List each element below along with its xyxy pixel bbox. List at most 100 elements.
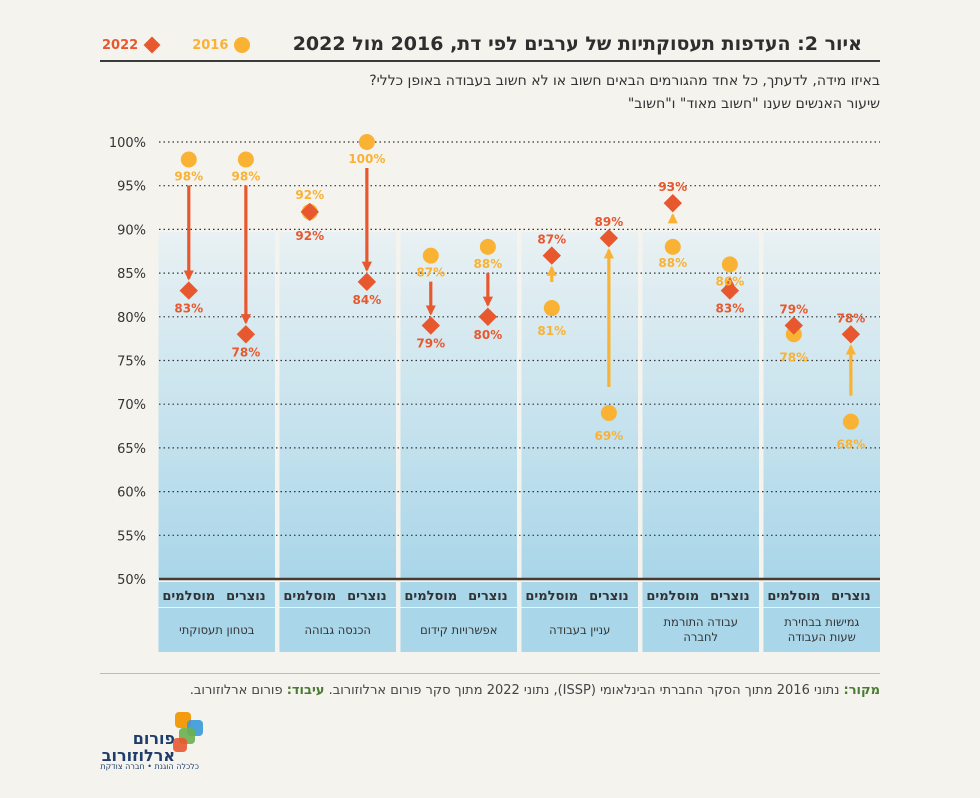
label-2022: 89% — [595, 215, 624, 229]
category-label: אפשרויות קידום — [420, 623, 497, 637]
religion-label: מוסלמים — [525, 589, 578, 604]
religion-band — [158, 582, 275, 607]
label-2022: 79% — [779, 303, 808, 317]
y-tick-label: 95% — [117, 180, 146, 195]
group-band — [763, 232, 880, 579]
title-divider — [100, 60, 880, 62]
marker-2016 — [358, 134, 375, 150]
religion-band — [279, 582, 396, 607]
y-tick-label: 65% — [117, 442, 146, 457]
logo-name: פורום ארלוזורוב — [101, 729, 175, 765]
y-tick-label: 75% — [117, 355, 146, 370]
label-2016: 98% — [232, 169, 261, 183]
category-label: עבודה התורמת — [664, 615, 739, 629]
religion-label: נוצרים — [710, 589, 750, 604]
label-2016: 87% — [416, 266, 445, 280]
category-band — [279, 608, 396, 652]
source-note: מקור: נתוני 2016 מתוך הסקר החברתי הבינלא… — [190, 683, 880, 698]
label-2016: 69% — [595, 429, 624, 443]
religion-label: נוצרים — [589, 589, 629, 604]
label-2016: 81% — [537, 324, 566, 338]
label-2016: 98% — [174, 169, 203, 183]
label-2022: 93% — [658, 180, 687, 194]
category-label: בטחון תעסוקתי — [179, 623, 255, 637]
survey-question: באיזו מידה, לדעתך, כל אחד מהגורמים הבאים… — [369, 73, 880, 89]
processing-label: עיבוד: — [286, 683, 325, 698]
religion-label: מוסלמים — [767, 589, 820, 604]
y-tick-label: 50% — [117, 573, 146, 588]
label-2016: 100% — [348, 152, 385, 166]
marker-2022 — [421, 316, 440, 335]
marker-2022 — [478, 307, 498, 326]
marker-2016 — [543, 300, 560, 317]
label-2022: 79% — [416, 337, 445, 351]
chart-title: איור 2: העדפות תעסוקתיות של ערבים לפי דת… — [292, 33, 862, 55]
category-band — [158, 608, 275, 652]
label-2022: 84% — [353, 293, 382, 307]
marker-2022 — [784, 316, 803, 335]
religion-label: נוצרים — [831, 589, 871, 604]
y-tick-label: 80% — [117, 311, 146, 326]
legend-item-2022: 2022 — [102, 36, 161, 54]
category-label: הכנסה גבוהה — [305, 623, 371, 637]
group-band — [521, 232, 638, 579]
marker-2022 — [300, 202, 319, 222]
source-divider — [100, 673, 880, 674]
y-tick-label: 70% — [117, 398, 146, 413]
group-band — [279, 232, 396, 579]
religion-label: מוסלמים — [283, 589, 336, 604]
religion-label: נוצרים — [226, 589, 266, 604]
marker-2016 — [180, 151, 197, 168]
marker-2016 — [664, 238, 681, 255]
religion-label: מוסלמים — [162, 589, 215, 604]
logo-mark-icon — [173, 712, 203, 752]
label-2022: 80% — [474, 328, 503, 342]
marker-2022 — [599, 228, 619, 248]
label-2022: 78% — [232, 345, 261, 359]
marker-2016 — [721, 256, 738, 273]
label-2016: 88% — [474, 257, 503, 271]
y-tick-label: 90% — [117, 223, 146, 238]
category-label: לחברה — [683, 630, 718, 644]
label-2016: 86% — [716, 274, 745, 288]
source-text: נתוני 2016 מתוך הסקר החברתי הבינלאומי (I… — [324, 683, 844, 698]
legend-item-2016: 2016 — [192, 37, 251, 53]
religion-label: נוצרים — [468, 589, 508, 604]
category-label: שעות העבודה — [788, 630, 856, 644]
marker-2016 — [422, 247, 439, 264]
marker-2022 — [179, 281, 198, 300]
marker-2016 — [600, 404, 617, 421]
religion-band — [763, 582, 880, 607]
marker-2016 — [237, 151, 254, 168]
category-label: עניין בעבודה — [549, 623, 610, 637]
legend: 2022 2016 — [102, 35, 251, 55]
group-band — [400, 232, 517, 579]
y-tick-label: 60% — [117, 486, 146, 501]
label-2022: 83% — [174, 302, 203, 316]
marker-2022 — [542, 246, 561, 265]
group-band — [158, 232, 275, 579]
category-band — [400, 608, 517, 652]
religion-band — [400, 582, 517, 607]
religion-band — [642, 582, 759, 607]
legend-label-2016: 2016 — [192, 37, 229, 53]
label-2022: 83% — [716, 302, 745, 316]
marker-2016 — [842, 413, 859, 430]
label-2022: 87% — [537, 233, 566, 247]
marker-2022 — [841, 325, 861, 344]
marker-2022 — [357, 272, 377, 292]
label-2022: 92% — [295, 229, 324, 243]
measure-note: שיעור האנשים שענו "חשוב מאוד" ו"חשוב" — [627, 96, 880, 112]
circle-icon — [234, 37, 251, 53]
label-2016: 92% — [295, 188, 324, 202]
religion-label: מוסלמים — [646, 589, 699, 604]
religion-label: מוסלמים — [404, 589, 457, 604]
logo: פורום ארלוזורוב כלכלה הוגנת • חברה צודקת — [100, 712, 213, 774]
category-label: גמישות בבחירת — [784, 615, 859, 629]
marker-2022 — [663, 193, 682, 213]
marker-2022 — [720, 281, 740, 300]
marker-2016 — [479, 238, 496, 255]
label-2016: 68% — [837, 438, 866, 452]
source-label: מקור: — [843, 683, 880, 698]
